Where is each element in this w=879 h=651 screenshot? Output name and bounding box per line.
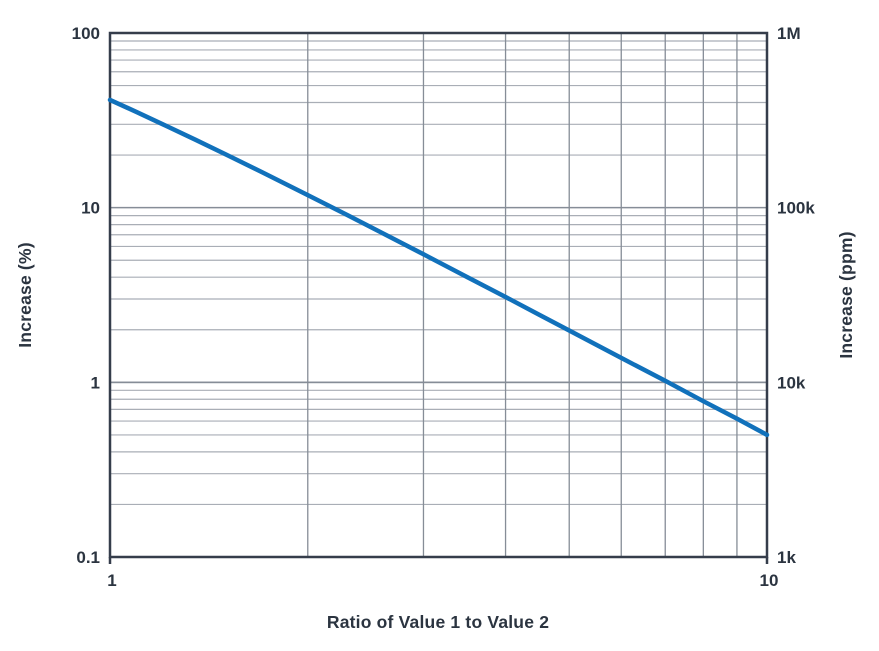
grid-layer: [110, 33, 767, 557]
y-tick-label-right: 10k: [777, 373, 806, 392]
y-tick-label-left: 0.1: [76, 548, 100, 567]
series-layer: [107, 97, 770, 438]
y-axis-title-left: Increase (%): [15, 242, 35, 348]
y-tick-label-right: 1M: [777, 24, 801, 43]
x-tick-label: 1: [107, 571, 116, 590]
data-series-line: [107, 97, 770, 438]
y-tick-label-left: 100: [72, 24, 100, 43]
plot-frame: [108, 31, 769, 559]
tick-layer: 100 10 1 0.1 1M 100k 10k 1k 1 10: [72, 24, 816, 590]
y-tick-label-left: 1: [91, 373, 100, 392]
x-axis-title: Ratio of Value 1 to Value 2: [327, 612, 549, 632]
y-tick-label-left: 10: [81, 199, 100, 218]
y-tick-label-right: 100k: [777, 199, 815, 218]
y-tick-label-right: 1k: [777, 548, 796, 567]
y-axis-title-right: Increase (ppm): [836, 231, 856, 358]
frame-layer: [108, 31, 769, 564]
x-tick-label: 10: [760, 571, 779, 590]
